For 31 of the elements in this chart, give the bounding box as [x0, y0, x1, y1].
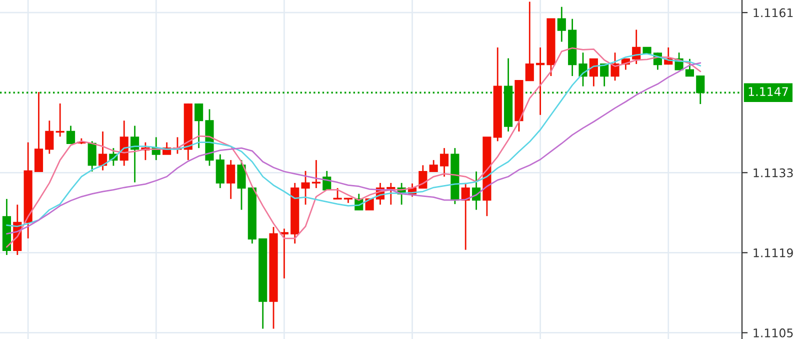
- candlestick: [88, 140, 96, 172]
- candlestick: [557, 6, 566, 42]
- candlestick: [312, 159, 320, 189]
- candlestick: [610, 52, 620, 82]
- candlestick: [56, 102, 64, 138]
- y-tick-label: 1.1133: [754, 168, 793, 178]
- candlestick: [98, 130, 108, 172]
- candlestick: [66, 125, 76, 144]
- ref-line-label: 1.1147: [748, 87, 788, 96]
- candlestick: [525, 1, 534, 82]
- candlestick: [429, 159, 438, 172]
- y-tick-label: 1.1105: [754, 328, 793, 338]
- candlestick: [440, 147, 449, 178]
- candlestick: [301, 170, 310, 206]
- candlestick: [237, 159, 246, 210]
- candlestick: [685, 58, 694, 77]
- y-tick-label: 1.1161: [754, 8, 793, 18]
- candlestick: [578, 52, 588, 88]
- candlestick: [333, 187, 342, 200]
- candlestick: [386, 182, 396, 206]
- candlestick: [418, 164, 428, 189]
- candlestick: [536, 46, 545, 116]
- candlestick: [216, 154, 224, 189]
- candlestick: [226, 159, 236, 200]
- candlestick: [130, 125, 140, 184]
- candlestick: [45, 120, 54, 154]
- y-tick-label: 1.1119: [754, 248, 793, 258]
- candlestick: [34, 91, 44, 172]
- candlestick: [194, 102, 204, 149]
- candlestick: [589, 58, 598, 88]
- candlestick: [280, 228, 288, 280]
